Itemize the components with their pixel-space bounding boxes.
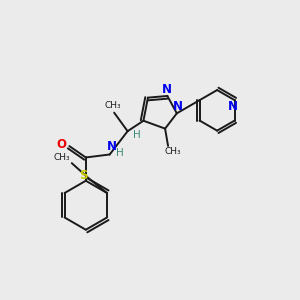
Text: N: N (173, 100, 183, 113)
Text: N: N (228, 100, 238, 113)
Text: N: N (162, 83, 172, 97)
Text: CH₃: CH₃ (164, 147, 181, 156)
Text: H: H (133, 130, 140, 140)
Text: CH₃: CH₃ (53, 153, 70, 162)
Text: CH₃: CH₃ (104, 101, 121, 110)
Text: N: N (107, 140, 117, 153)
Text: O: O (56, 138, 66, 151)
Text: H: H (116, 148, 124, 158)
Text: S: S (79, 169, 87, 182)
